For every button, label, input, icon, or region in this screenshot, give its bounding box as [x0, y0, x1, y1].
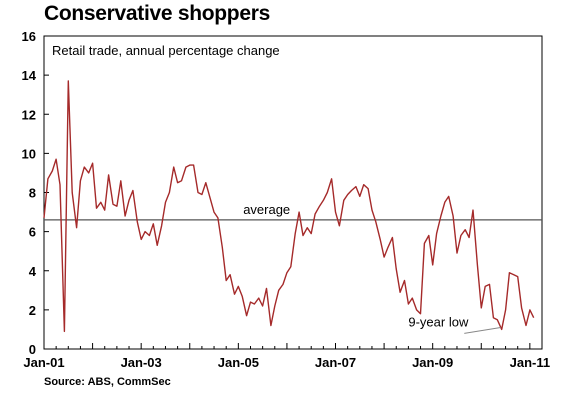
x-tick-label: Jan-05: [218, 355, 259, 370]
annotation-leader-line: [464, 326, 501, 334]
y-tick-label: 10: [22, 146, 36, 161]
chart-title: Conservative shoppers: [44, 2, 270, 25]
plot-frame: [43, 35, 543, 350]
x-tick-label: Jan-01: [23, 355, 64, 370]
annotation-9-year-low: 9-year low: [408, 315, 469, 330]
y-tick-labels: 0 2 4 6 8 10 12 14 16: [22, 29, 37, 357]
chart-subtitle: Retail trade, annual percentage change: [52, 43, 280, 58]
series-line: [43, 80, 535, 333]
axis-ticks: [43, 35, 543, 350]
x-tick-label: Jan-11: [510, 355, 550, 370]
y-tick-label: 4: [29, 264, 37, 279]
average-label: average: [243, 202, 290, 217]
y-tick-label: 12: [22, 107, 36, 122]
y-tick-label: 6: [29, 225, 36, 240]
x-tick-labels: Jan-01 Jan-03 Jan-05 Jan-07 Jan-09 Jan-11: [23, 355, 550, 370]
x-tick-label: Jan-03: [121, 355, 162, 370]
y-tick-label: 2: [29, 303, 36, 318]
x-tick-label: Jan-07: [315, 355, 356, 370]
y-tick-label: 14: [22, 68, 37, 83]
y-tick-label: 16: [22, 29, 36, 44]
source-note: Source: ABS, CommSec: [44, 376, 171, 388]
y-tick-label: 8: [29, 186, 36, 201]
x-tick-label: Jan-09: [412, 355, 453, 370]
y-tick-label: 0: [29, 342, 36, 357]
